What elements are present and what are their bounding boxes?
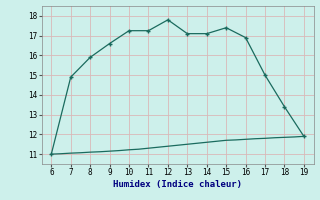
- X-axis label: Humidex (Indice chaleur): Humidex (Indice chaleur): [113, 180, 242, 189]
